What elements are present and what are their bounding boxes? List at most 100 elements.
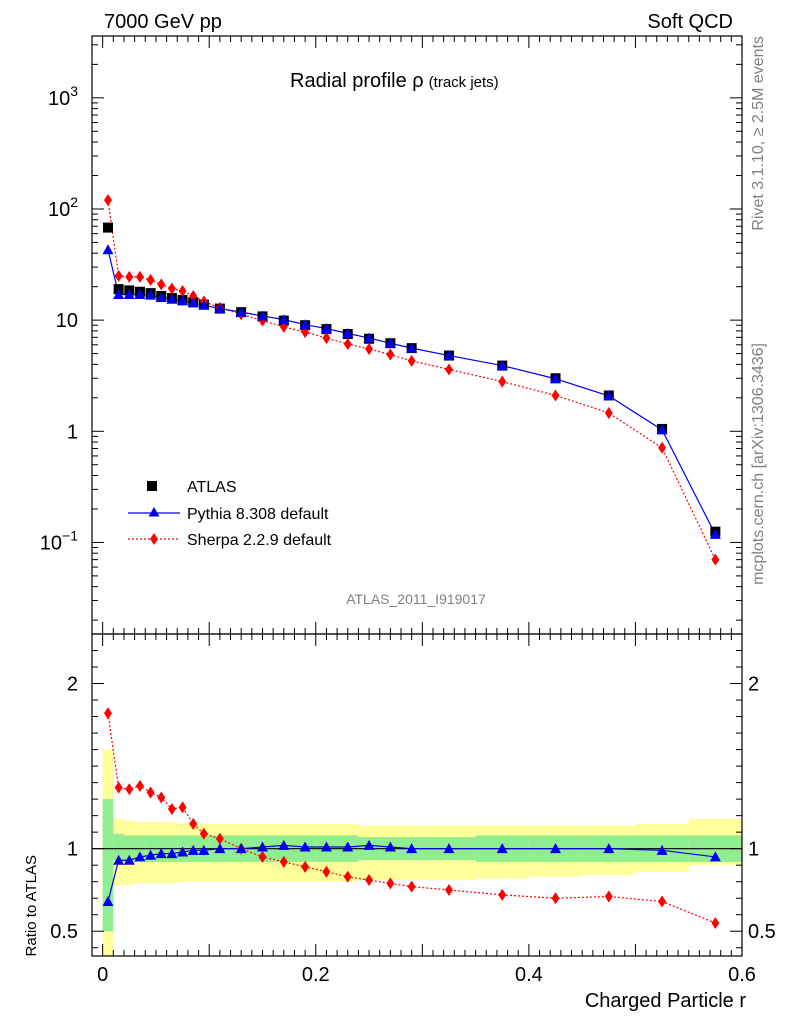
chart-title-suffix: (track jets) (429, 74, 499, 91)
sherpa-point (711, 553, 720, 566)
pythia-ratio-point (299, 841, 311, 852)
sherpa-point (178, 284, 187, 297)
sherpa-ratio-point (711, 916, 720, 929)
pythia-ratio-point (550, 843, 562, 854)
main-ticks: 10−1 1 10 102 103 (40, 36, 743, 634)
sherpa-ratio-point (604, 890, 613, 903)
pythia-point (656, 424, 668, 435)
pythia-point (123, 289, 135, 300)
main-series (102, 194, 721, 566)
sherpa-ratio-point (658, 895, 667, 908)
sherpa-ratio-point (146, 786, 155, 799)
x-tick-label: 0.4 (515, 964, 543, 986)
sherpa-ratio-point (103, 707, 112, 720)
pythia-ratio-point (214, 843, 226, 854)
rivet-label: Rivet 3.1.10, ≥ 2.5M events (750, 36, 767, 231)
pythia-point (342, 327, 354, 338)
pythia-point (256, 310, 268, 321)
legend-label-atlas: ATLAS (187, 479, 237, 496)
sherpa-ratio-point (322, 865, 331, 878)
pythia-point (155, 291, 167, 302)
pythia-ratio-point (134, 851, 146, 862)
ratio-plot-frame (91, 633, 743, 957)
pythia-ratio-point (113, 854, 125, 865)
pythia-point (235, 306, 247, 317)
y-tick-label-main: 102 (48, 194, 78, 221)
sherpa-point (498, 375, 507, 388)
pythia-ratio-point (235, 843, 247, 854)
ratio-series (102, 707, 721, 929)
sherpa-ratio-point (167, 803, 176, 816)
pythia-ratio-point (166, 848, 178, 859)
pythia-ratio-point (102, 896, 114, 907)
pythia-point (113, 289, 125, 300)
pythia-ratio-point (384, 841, 396, 852)
sherpa-ratio-point (407, 880, 416, 893)
sherpa-ratio-point (199, 827, 208, 840)
sherpa-point (103, 194, 112, 207)
pythia-point (709, 528, 721, 539)
pythia-point (384, 337, 396, 348)
pythia-ratio-point (278, 839, 290, 850)
sherpa-point (125, 270, 134, 283)
mcplots-label: mcplots.cern.ch [arXiv:1306.3436] (750, 343, 767, 585)
sherpa-ratio-point (386, 877, 395, 890)
sherpa-ratio-point (444, 883, 453, 896)
y-tick-label-ratio-right: 2 (748, 674, 759, 696)
sherpa-ratio-point (215, 832, 224, 845)
pythia-ratio-point (187, 844, 199, 855)
y-tick-label-main: 10 (56, 310, 78, 332)
pythia-ratio-point (496, 843, 508, 854)
pythia-point (187, 297, 199, 308)
sherpa-point (135, 270, 144, 283)
pythia-point (443, 350, 455, 361)
pythia-point (198, 299, 210, 310)
sherpa-ratio-point (157, 791, 166, 804)
x-axis-label: Charged Particle r (585, 990, 747, 1012)
sherpa-ratio-point (189, 817, 198, 830)
y-tick-label-main: 10−1 (40, 527, 78, 554)
sherpa-ratio-point (498, 888, 507, 901)
main-panel: 10−1 1 10 102 103 (40, 35, 743, 635)
sherpa-ratio-point (343, 870, 352, 883)
pythia-point (134, 289, 146, 300)
sherpa-point (322, 332, 331, 345)
pythia-point (278, 314, 290, 325)
sherpa-point (114, 269, 123, 282)
sherpa-point (604, 407, 613, 420)
y-tick-label-main: 103 (48, 83, 78, 110)
band-stat (113, 833, 124, 861)
chart-title: Radial profile ρ (track jets) (290, 70, 499, 92)
pythia-ratio-point (406, 843, 418, 854)
pythia-point (550, 373, 562, 384)
pythia-ratio-point (198, 844, 210, 855)
sherpa-ratio-point (125, 783, 134, 796)
sherpa-point (407, 354, 416, 367)
legend-marker-atlas (147, 481, 157, 491)
sherpa-point (189, 289, 198, 302)
sherpa-ratio-line (107, 713, 716, 924)
sherpa-point (386, 348, 395, 361)
sherpa-point (157, 278, 166, 291)
pythia-point (299, 319, 311, 330)
y-tick-label-ratio-left: 1 (67, 839, 78, 861)
pythia-ratio-point (709, 851, 721, 862)
pythia-point (603, 390, 615, 401)
sherpa-ratio-point (178, 801, 187, 814)
sherpa-point (444, 363, 453, 376)
pythia-ratio-point (603, 843, 615, 854)
legend-label-pythia: Pythia 8.308 default (187, 506, 329, 523)
sherpa-ratio-point (114, 781, 123, 794)
sherpa-ratio-point (551, 892, 560, 905)
pythia-ratio-point (177, 846, 189, 857)
sherpa-ratio-point (135, 779, 144, 792)
legend: ATLAS Pythia 8.308 default Sherpa 2.2.9 … (128, 479, 332, 549)
legend-marker-sherpa (150, 533, 158, 545)
x-tick-label: 0.2 (302, 964, 330, 986)
sherpa-ratio-point (279, 855, 288, 868)
ratio-ticks: 0 0.2 0.4 0.6 0.5 0.5 1 1 2 2 (50, 633, 776, 986)
pythia-point (177, 295, 189, 306)
pythia-point (166, 293, 178, 304)
ratio-panel: 0 0.2 0.4 0.6 0.5 0.5 1 1 2 2 (50, 633, 776, 986)
